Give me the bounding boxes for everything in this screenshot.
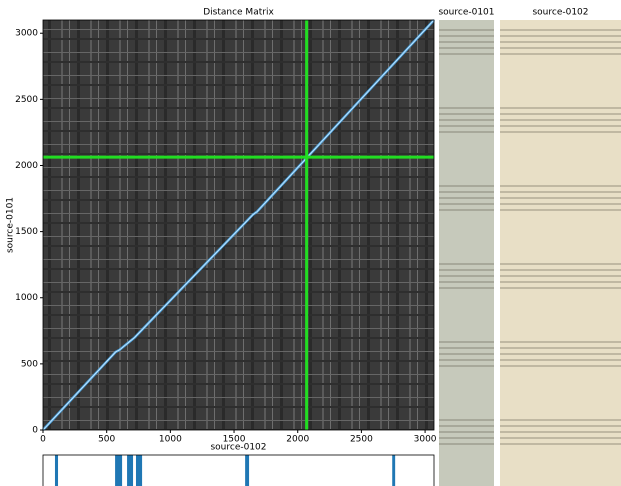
y-tick-label: 3000 (15, 29, 38, 39)
x-tick-label: 2000 (286, 435, 309, 445)
y-axis-label: source-0101 (6, 197, 16, 253)
score-page (500, 20, 621, 486)
span-bar (127, 455, 133, 486)
image-title: source-0101 (438, 8, 494, 18)
x-tick-label: 1500 (223, 435, 246, 445)
score-page (439, 20, 494, 486)
figure: Distance Matrix source-0102 source-0101 0 50… (0, 0, 621, 486)
y-tick-label: 2500 (15, 95, 38, 105)
image-title: source-0102 (532, 8, 588, 18)
score-image-2 (500, 20, 621, 486)
score-image-1 (439, 20, 494, 486)
span-bar (245, 455, 249, 486)
y-tick-label: 500 (21, 359, 38, 369)
x-tick-label: 3000 (414, 435, 437, 445)
chart-title: Distance Matrix (203, 8, 274, 18)
x-tick-label: 500 (98, 435, 115, 445)
span-bar (115, 455, 122, 486)
x-tick-label: 1000 (159, 435, 182, 445)
y-tick-label: 0 (32, 426, 38, 436)
y-tick-label: 1500 (15, 227, 38, 237)
span-bar (392, 455, 395, 486)
x-tick-label: 2500 (350, 435, 373, 445)
y-tick-label: 1000 (15, 293, 38, 303)
y-tick-label: 2000 (15, 161, 38, 171)
span-bar (136, 455, 142, 486)
x-tick-label: 0 (40, 435, 46, 445)
span-bar (55, 455, 58, 486)
